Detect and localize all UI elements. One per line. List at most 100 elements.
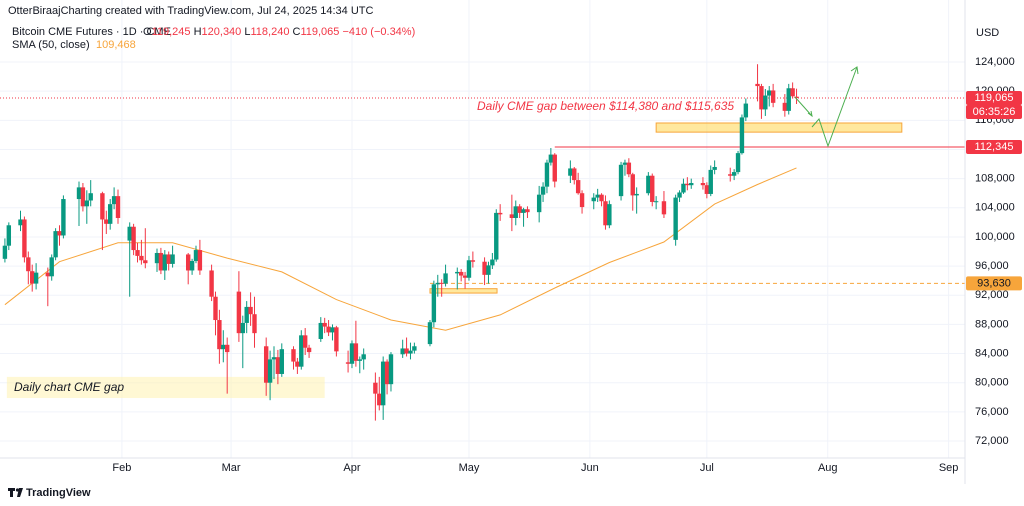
- y-tick-label: 88,000: [975, 318, 1009, 330]
- candle-body: [217, 320, 222, 350]
- candle-body: [661, 201, 667, 215]
- last-price-box: [966, 90, 1022, 105]
- candle-body: [755, 83, 760, 87]
- candle-body: [763, 95, 768, 110]
- candle-body: [318, 322, 323, 339]
- legend-key: C: [293, 26, 301, 38]
- candle-body: [497, 212, 503, 215]
- gap-annotation: Daily CME gap between $114,380 and $115,…: [477, 99, 734, 113]
- sma-legend-name: SMA (50, close): [12, 39, 90, 51]
- last-price-label: 119,065: [975, 92, 1014, 104]
- candle-body: [189, 260, 195, 271]
- candle-body: [131, 226, 136, 251]
- candle-body: [18, 219, 23, 226]
- level-label: 93,630: [977, 277, 1011, 289]
- legend-value: 119,065: [300, 26, 339, 38]
- candle-body: [295, 361, 300, 367]
- candle-body: [739, 117, 745, 154]
- candle-body: [455, 271, 460, 274]
- grid: [0, 0, 965, 458]
- candle-body: [525, 209, 530, 213]
- candle-body: [466, 260, 472, 278]
- level-box: [966, 276, 1022, 291]
- candle-body: [544, 162, 550, 187]
- x-tick-label: Feb: [112, 462, 131, 474]
- legend-key: O: [143, 26, 152, 38]
- gap-zone: [6, 376, 325, 399]
- candle-body: [30, 271, 35, 284]
- candle-body: [767, 90, 772, 96]
- candle-body: [568, 168, 573, 176]
- candle-body: [552, 154, 557, 182]
- candle-body: [26, 257, 31, 272]
- x-tick-label: Sep: [939, 462, 959, 474]
- candle-body: [299, 335, 304, 367]
- candle-body: [790, 88, 795, 97]
- candle-body: [61, 199, 66, 236]
- candle-body: [595, 194, 600, 198]
- candle-body: [326, 326, 331, 333]
- candle-body: [279, 349, 284, 374]
- candle-body: [494, 212, 499, 260]
- y-tick-label: 124,000: [975, 56, 1015, 68]
- candle-body: [704, 185, 710, 194]
- candle-body: [263, 346, 269, 383]
- candle-body: [689, 183, 694, 186]
- legend-value: 120,340: [202, 26, 242, 38]
- candle-body: [728, 174, 733, 176]
- candle-body: [166, 254, 171, 264]
- countdown-box: [966, 104, 1022, 119]
- candle-body: [603, 201, 608, 226]
- candle-body: [373, 382, 378, 394]
- legend-value: 118,240: [250, 26, 289, 38]
- logo-mark: [10, 488, 13, 497]
- candle-body: [786, 88, 791, 111]
- candle-body: [486, 265, 491, 275]
- candle-body: [57, 231, 62, 236]
- candle-body: [731, 172, 737, 176]
- candle-body: [224, 344, 230, 353]
- candle-body: [377, 393, 382, 406]
- candle-body: [240, 322, 245, 334]
- candle-body: [108, 204, 113, 224]
- candle-body: [334, 327, 339, 352]
- candle-body: [622, 162, 628, 165]
- candle-body: [76, 187, 82, 200]
- candle-body: [408, 350, 413, 354]
- candle-body: [400, 348, 405, 355]
- candle-body: [322, 322, 327, 327]
- countdown-label: 06:35:26: [973, 106, 1016, 118]
- candle-body: [22, 219, 27, 258]
- candle-body: [513, 206, 518, 218]
- candle-body: [462, 275, 468, 278]
- zones: [6, 122, 903, 399]
- candle-body: [193, 250, 199, 261]
- candle-body: [607, 204, 612, 226]
- candle-body: [380, 361, 386, 406]
- candle-body: [361, 354, 366, 360]
- candle-body: [673, 197, 678, 240]
- candle-body: [770, 90, 776, 103]
- candle-body: [291, 349, 296, 362]
- candle-body: [252, 314, 257, 334]
- candle-body: [345, 362, 351, 364]
- logo: [8, 488, 23, 497]
- candle-body: [158, 252, 164, 271]
- candle-body: [244, 306, 249, 323]
- projection-arrow: [811, 66, 858, 148]
- candle-body: [209, 270, 214, 297]
- y-tick-label: 76,000: [975, 406, 1009, 418]
- candle-body: [349, 343, 355, 364]
- candle-body: [185, 254, 191, 271]
- candle-body: [330, 327, 335, 333]
- candle-body: [618, 164, 624, 197]
- candle-body: [708, 169, 713, 194]
- y-tick-label: 72,000: [975, 435, 1009, 447]
- candle-body: [162, 254, 167, 271]
- ohlc-legend: O119,245 H120,340 L118,240 C119,065 −410…: [143, 26, 415, 38]
- candle-body: [431, 284, 437, 323]
- candle-body: [572, 168, 577, 181]
- logo-mark: [15, 488, 20, 492]
- header: OtterBiraajCharting created with Trading…: [8, 5, 373, 17]
